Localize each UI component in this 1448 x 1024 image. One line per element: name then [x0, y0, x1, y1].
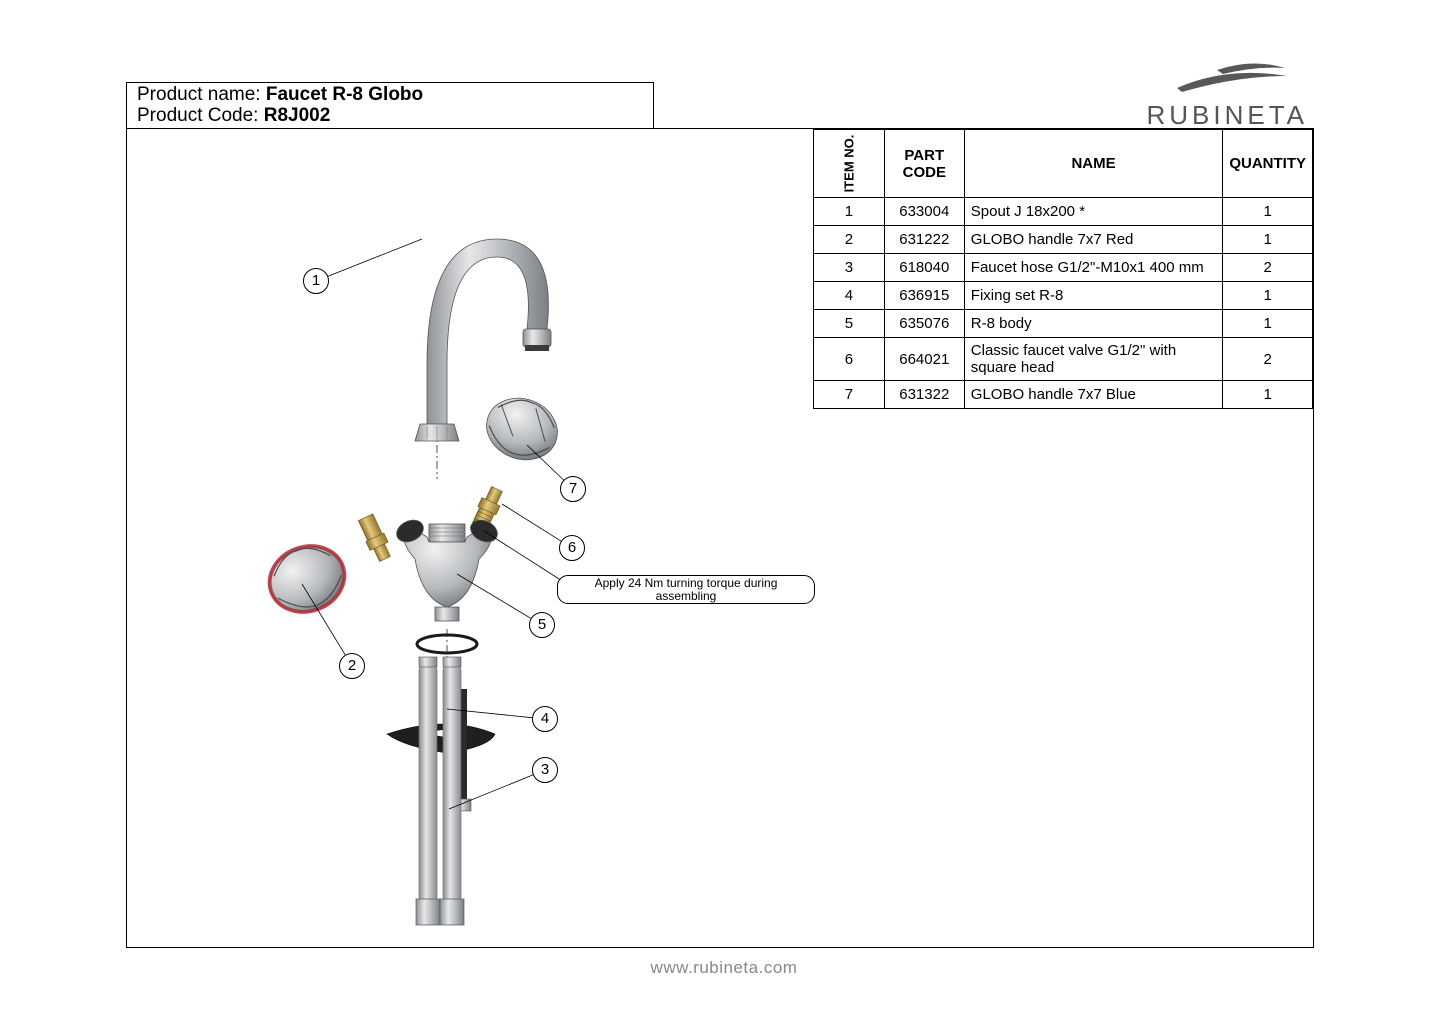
cell-item: 1 — [814, 198, 885, 226]
table-row: 3618040Faucet hose G1/2"-M10x1 400 mm2 — [814, 254, 1313, 282]
cell-code: 664021 — [884, 338, 964, 381]
cell-name: Faucet hose G1/2"-M10x1 400 mm — [964, 254, 1223, 282]
table-row: 6664021Classic faucet valve G1/2" with s… — [814, 338, 1313, 381]
diagram-svg — [127, 129, 815, 949]
part-valve-left — [356, 513, 394, 563]
callout-2: 2 — [339, 653, 365, 679]
table-row: 2631222GLOBO handle 7x7 Red1 — [814, 226, 1313, 254]
logo-text: RUBINETA — [1146, 100, 1308, 131]
part-hose-right — [440, 657, 464, 925]
callout-6: 6 — [559, 535, 585, 561]
cell-code: 631322 — [884, 381, 964, 409]
product-code-label: Product Code: — [137, 105, 264, 126]
cell-code: 635076 — [884, 310, 964, 338]
col-part-code: PART CODE — [884, 130, 964, 198]
footer-url: www.rubineta.com — [0, 958, 1448, 978]
torque-note: Apply 24 Nm turning torque during assemb… — [557, 575, 815, 604]
cell-item: 7 — [814, 381, 885, 409]
table-header-row: ITEM NO. PART CODE NAME QUANTITY — [814, 130, 1313, 198]
cell-name: GLOBO handle 7x7 Red — [964, 226, 1223, 254]
table-row: 5635076R-8 body1 — [814, 310, 1313, 338]
cell-item: 2 — [814, 226, 885, 254]
part-handle-blue — [478, 388, 566, 469]
product-name-label: Product name: — [137, 84, 266, 105]
callout-5: 5 — [529, 612, 555, 638]
part-handle-red — [260, 536, 353, 622]
cell-name: R-8 body — [964, 310, 1223, 338]
drawing-frame: ITEM NO. PART CODE NAME QUANTITY 1633004… — [126, 128, 1314, 948]
cell-item: 5 — [814, 310, 885, 338]
callout-1: 1 — [303, 268, 329, 294]
cell-qty: 2 — [1223, 254, 1313, 282]
callout-7: 7 — [560, 476, 586, 502]
callout-3: 3 — [532, 757, 558, 783]
cell-name: Spout J 18x200 * — [964, 198, 1223, 226]
exploded-diagram: Apply 24 Nm turning torque during assemb… — [127, 129, 815, 949]
cell-name: GLOBO handle 7x7 Blue — [964, 381, 1223, 409]
col-name: NAME — [964, 130, 1223, 198]
product-name-value: Faucet R-8 Globo — [266, 84, 423, 105]
cell-qty: 2 — [1223, 338, 1313, 381]
cell-item: 3 — [814, 254, 885, 282]
callout-4: 4 — [532, 706, 558, 732]
cell-name: Fixing set R-8 — [964, 282, 1223, 310]
part-hose-left — [416, 657, 440, 925]
cell-qty: 1 — [1223, 381, 1313, 409]
table-row: 7631322GLOBO handle 7x7 Blue1 — [814, 381, 1313, 409]
brand-logo: RUBINETA — [1146, 62, 1308, 131]
table-row: 1633004Spout J 18x200 *1 — [814, 198, 1313, 226]
cell-qty: 1 — [1223, 282, 1313, 310]
cell-qty: 1 — [1223, 198, 1313, 226]
part-fixing-set — [387, 689, 495, 811]
cell-item: 6 — [814, 338, 885, 381]
cell-qty: 1 — [1223, 226, 1313, 254]
logo-swoosh-icon — [1157, 62, 1297, 98]
cell-item: 4 — [814, 282, 885, 310]
cell-code: 618040 — [884, 254, 964, 282]
parts-table: ITEM NO. PART CODE NAME QUANTITY 1633004… — [813, 129, 1313, 409]
cell-code: 636915 — [884, 282, 964, 310]
cell-qty: 1 — [1223, 310, 1313, 338]
col-item-no: ITEM NO. — [814, 130, 885, 198]
cell-name: Classic faucet valve G1/2" with square h… — [964, 338, 1223, 381]
product-code-value: R8J002 — [264, 105, 331, 126]
cell-code: 631222 — [884, 226, 964, 254]
title-box: Product name: Faucet R-8 Globo Product C… — [126, 82, 654, 128]
col-quantity: QUANTITY — [1223, 130, 1313, 198]
table-row: 4636915Fixing set R-81 — [814, 282, 1313, 310]
cell-code: 633004 — [884, 198, 964, 226]
